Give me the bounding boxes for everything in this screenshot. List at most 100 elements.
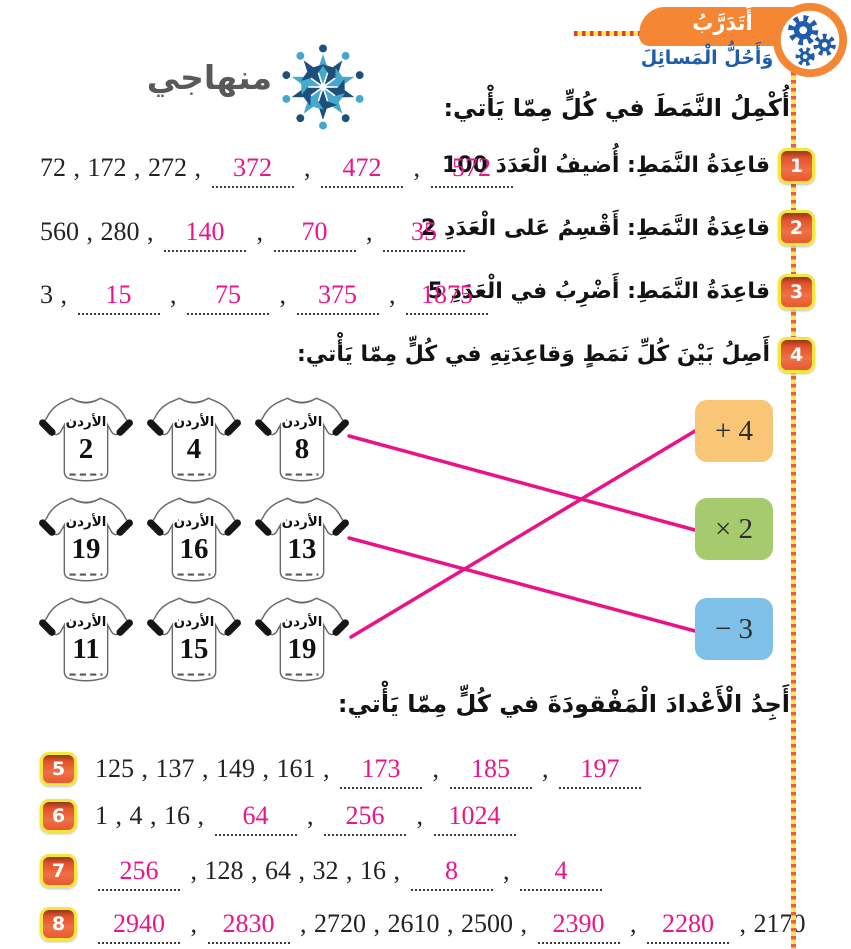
comma-separator: , — [80, 217, 100, 246]
jersey-shirt[interactable]: الأردن 19 — [34, 492, 138, 589]
rule-card-plus-4[interactable]: + 4 — [695, 400, 773, 462]
answer-blank[interactable]: 372 — [211, 150, 294, 188]
dotted-divider-vertical — [791, 72, 796, 949]
answer-blank[interactable]: 256 — [324, 798, 406, 836]
comma-separator: , — [514, 909, 534, 938]
jersey-number: 16 — [180, 533, 209, 565]
match-line — [347, 434, 697, 532]
jersey-shirt[interactable]: الأردن 15 — [142, 592, 246, 689]
sequence-number: 2170 — [753, 909, 806, 938]
comma-separator: , — [54, 280, 74, 309]
jersey-number: 19 — [288, 633, 317, 665]
jersey-shirt[interactable]: الأردن 13 — [250, 492, 354, 589]
sequence-number: 128 — [204, 856, 244, 885]
jersey-shirt[interactable]: الأردن 2 — [34, 392, 138, 489]
answer-blank[interactable]: 15 — [77, 277, 160, 315]
problem-4-title: أَصِلُ بَيْنَ كُلِّ نَمَطٍ وَقاعِدَتِهِ … — [297, 342, 770, 367]
jersey-shirt[interactable]: الأردن 19 — [250, 592, 354, 689]
answer-blank[interactable]: 2280 — [647, 906, 729, 944]
jersey-icon: الأردن 8 — [255, 397, 349, 482]
answer-blank[interactable]: 140 — [164, 214, 246, 252]
badge-subtitle: وَأَحُلُّ الْمَسائِلَ — [640, 47, 774, 69]
comma-separator: , — [339, 856, 359, 885]
answer-blank[interactable]: 1024 — [433, 798, 516, 836]
jersey-number: 4 — [187, 433, 201, 465]
answer-blank[interactable]: 375 — [296, 277, 379, 315]
jersey-icon: الأردن 15 — [147, 597, 241, 682]
sequence-number: 137 — [155, 754, 195, 783]
answer-blank[interactable]: 8 — [410, 853, 493, 891]
jersey-shirt[interactable]: الأردن 11 — [34, 592, 138, 689]
problem-2-rule: قاعِدَةُ النَّمَطِ: أَقْسِمُ عَلى الْعَد… — [421, 216, 770, 241]
comma-separator: , — [535, 754, 555, 783]
problem-number-8: 8 — [40, 907, 77, 941]
comma-separator: , — [387, 856, 407, 885]
jersey-icon: الأردن 2 — [39, 397, 133, 482]
comma-separator: , — [440, 909, 460, 938]
comma-separator: , — [256, 754, 276, 783]
section2-title: أَجِدُ الْأَعْدادَ الْمَفْقودَةَ في كُلٍ… — [337, 690, 790, 718]
answer-blank[interactable]: 2940 — [98, 906, 180, 944]
answer-blank[interactable]: 75 — [187, 277, 269, 315]
jersey-shirt[interactable]: الأردن 16 — [142, 492, 246, 589]
comma-separator: , — [367, 909, 387, 938]
people-circle-icon — [282, 44, 364, 130]
jersey-shirt[interactable]: الأردن 4 — [142, 392, 246, 489]
comma-separator: , — [359, 217, 379, 246]
comma-separator: , — [623, 909, 643, 938]
jersey-icon: الأردن 13 — [255, 497, 349, 582]
gears-icon — [771, 1, 849, 79]
comma-separator: , — [184, 856, 204, 885]
problem-number-5: 5 — [40, 752, 77, 786]
answer-blank[interactable]: 256 — [98, 853, 180, 891]
sequence-number: 16 — [360, 856, 386, 885]
sequence-number: 64 — [265, 856, 291, 885]
problem-5-sequence: 125 , 137 , 149 , 161 , 173 , 185 , 197 — [95, 751, 644, 789]
comma-separator: , — [297, 153, 317, 182]
comma-separator: , — [163, 280, 183, 309]
answer-blank[interactable]: 35 — [383, 214, 465, 252]
jersey-country-label: الأردن — [282, 513, 323, 530]
answer-blank[interactable]: 472 — [321, 150, 403, 188]
comma-separator: , — [109, 801, 129, 830]
sequence-number: 4 — [129, 801, 143, 830]
jersey-number: 13 — [288, 533, 317, 565]
jersey-country-label: الأردن — [174, 513, 215, 530]
section1-title: أُكْمِلُ النَّمَطَ في كُلٍّ مِمّا يَأْتي… — [443, 94, 790, 122]
problem-number-6: 6 — [40, 799, 77, 833]
problem-8-sequence: 2940 , 2830 , 2720 , 2610 , 2500 , 2390 … — [95, 906, 806, 944]
rule-card-minus-3[interactable]: − 3 — [695, 598, 773, 660]
comma-separator: , — [143, 801, 163, 830]
sequence-number: 161 — [276, 754, 316, 783]
answer-blank[interactable]: 1875 — [406, 277, 488, 315]
sequence-number: 2610 — [387, 909, 440, 938]
sequence-number: 72 — [40, 153, 66, 182]
jersey-shirt[interactable]: الأردن 8 — [250, 392, 354, 489]
comma-separator: , — [244, 856, 264, 885]
answer-blank[interactable]: 572 — [430, 150, 513, 188]
jersey-country-label: الأردن — [66, 513, 107, 530]
sequence-number: 3 — [40, 280, 53, 309]
answer-blank[interactable]: 4 — [520, 853, 602, 891]
jersey-country-label: الأردن — [282, 413, 323, 430]
answer-blank[interactable]: 173 — [340, 751, 422, 789]
sequence-number: 2500 — [461, 909, 513, 938]
answer-blank[interactable]: 64 — [214, 798, 297, 836]
rule-card-times-2[interactable]: × 2 — [695, 498, 773, 560]
sequence-number: 1 — [95, 801, 108, 830]
answer-blank[interactable]: 197 — [559, 751, 641, 789]
jersey-icon: الأردن 16 — [147, 497, 241, 582]
jersey-grid: الأردن 2 الأردن 4 الأردن 8 الأردن 19 الأ… — [34, 392, 354, 689]
answer-blank[interactable]: 70 — [273, 214, 356, 252]
comma-separator: , — [316, 754, 336, 783]
jersey-number: 19 — [72, 533, 101, 565]
answer-blank[interactable]: 2830 — [207, 906, 290, 944]
answer-blank[interactable]: 185 — [449, 751, 532, 789]
comma-separator: , — [407, 153, 427, 182]
problem-3-rule: قاعِدَةُ النَّمَطِ: أَضْرِبُ في الْعَدَد… — [427, 279, 770, 304]
problem-number-1: 1 — [778, 148, 815, 184]
dotted-divider-horizontal — [574, 31, 652, 36]
jersey-number: 11 — [72, 633, 99, 665]
answer-blank[interactable]: 2390 — [537, 906, 620, 944]
